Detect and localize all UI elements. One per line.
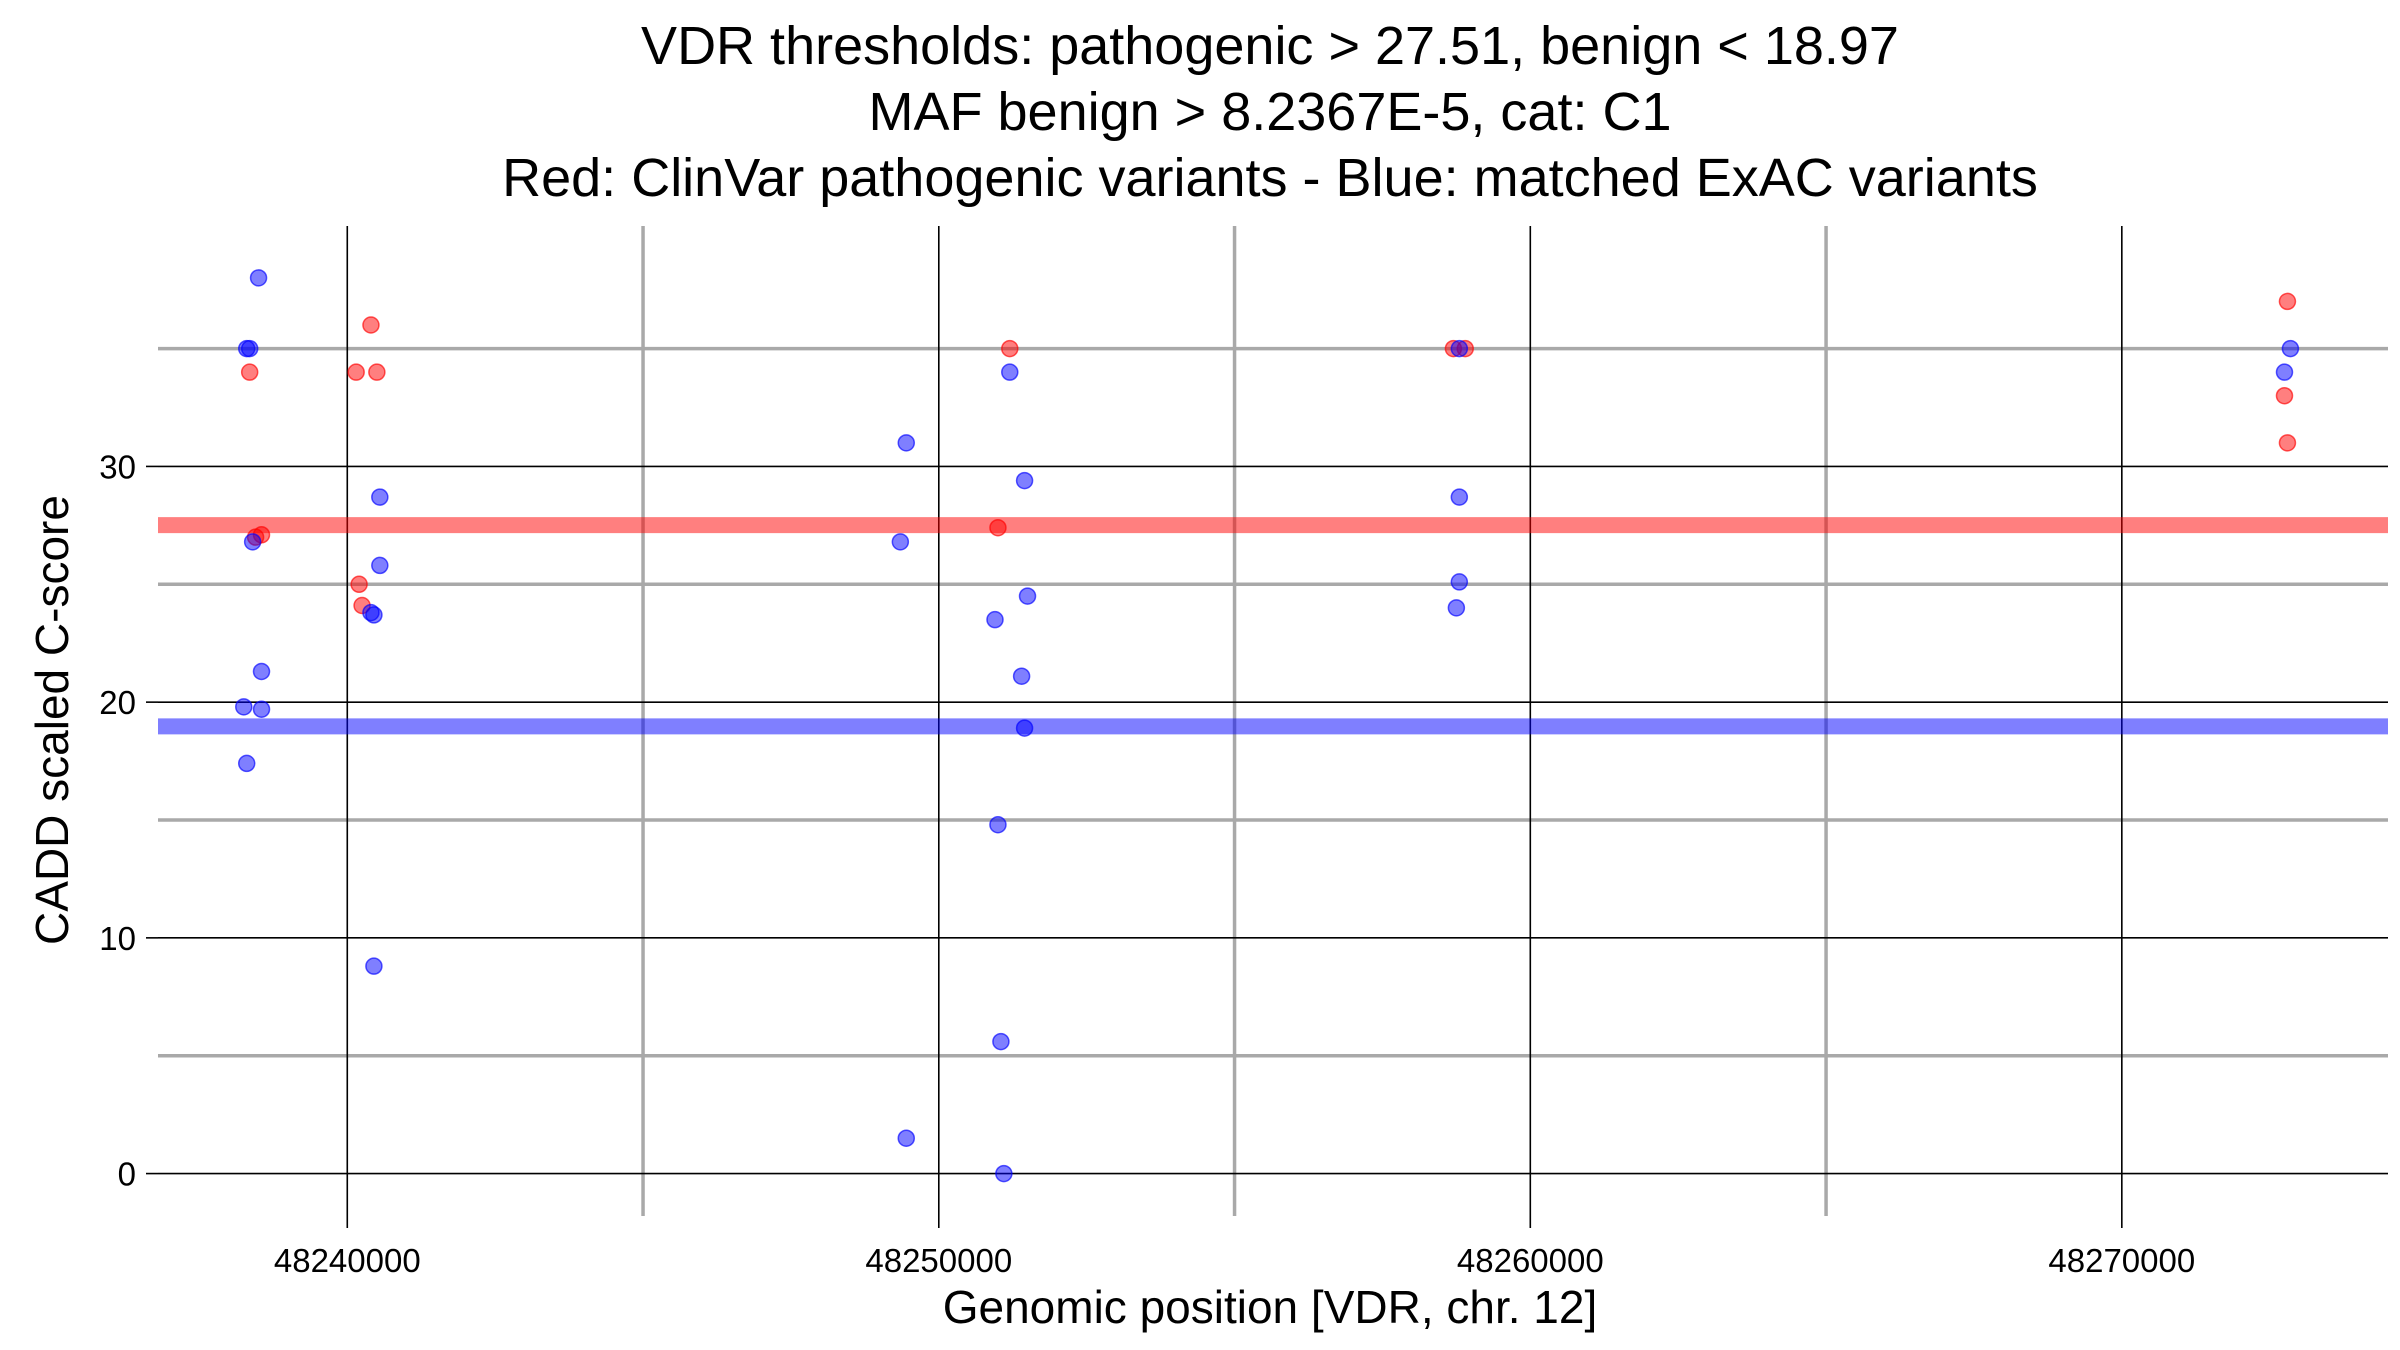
exac-point [891, 533, 910, 551]
clinvar-point [240, 363, 259, 381]
exac-point [237, 754, 256, 773]
exac-point [243, 533, 262, 551]
clinvar-point [350, 575, 368, 594]
exac-point [1447, 599, 1466, 617]
exac-point [252, 662, 271, 681]
exac-point [1015, 719, 1034, 737]
y-axis-label: CADD scaled C-score [26, 495, 78, 945]
exac-point [240, 339, 259, 358]
exac-point [1015, 471, 1034, 490]
exac-point [365, 606, 383, 624]
clinvar-point [1001, 339, 1019, 358]
exac-point [986, 610, 1004, 629]
exac-point [897, 434, 916, 452]
exac-point [1450, 488, 1469, 506]
exac-point [1450, 339, 1469, 358]
y-tick-label: 30 [99, 448, 136, 485]
clinvar-point [347, 363, 365, 381]
clinvar-point [989, 518, 1007, 537]
exac-point [371, 488, 389, 506]
clinvar-point [368, 363, 386, 381]
exac-point [2281, 339, 2300, 358]
exac-point [989, 815, 1007, 834]
y-tick-label: 20 [99, 684, 136, 721]
y-tick-label: 0 [118, 1156, 136, 1193]
x-tick-label: 48270000 [2048, 1242, 2195, 1279]
title-line-1: VDR thresholds: pathogenic > 27.51, beni… [641, 16, 1899, 76]
title-line-2: MAF benign > 8.2367E-5, cat: C1 [869, 82, 1672, 142]
x-tick-label: 48260000 [1457, 1242, 1604, 1279]
exac-point [1450, 573, 1469, 591]
exac-point [252, 700, 271, 718]
clinvar-point [362, 316, 380, 334]
clinvar-point [2278, 434, 2297, 452]
plot-area: 0 10 20 30 48240000 48250000 48260000 48270000 [99, 226, 2388, 1279]
exac-point [992, 1032, 1010, 1051]
exac-point [371, 556, 389, 575]
clinvar-point [2278, 292, 2297, 311]
exac-point [995, 1164, 1013, 1183]
exac-point [1001, 363, 1019, 381]
exac-point [2275, 363, 2294, 381]
clinvar-point [2275, 386, 2294, 405]
chart-title: VDR thresholds: pathogenic > 27.51, beni… [502, 16, 2038, 208]
exac-point [235, 698, 253, 716]
exac-point [1012, 667, 1031, 685]
y-tick-label: 10 [99, 920, 136, 957]
x-tick-label: 48250000 [865, 1242, 1012, 1279]
exac-point [1018, 587, 1037, 605]
exac-point [249, 269, 268, 287]
x-tick-label: 48240000 [274, 1242, 421, 1279]
exac-point [365, 957, 383, 975]
title-line-3: Red: ClinVar pathogenic variants - Blue:… [502, 148, 2038, 208]
exac-point [897, 1129, 916, 1147]
x-axis-label: Genomic position [VDR, chr. 12] [943, 1281, 1598, 1333]
